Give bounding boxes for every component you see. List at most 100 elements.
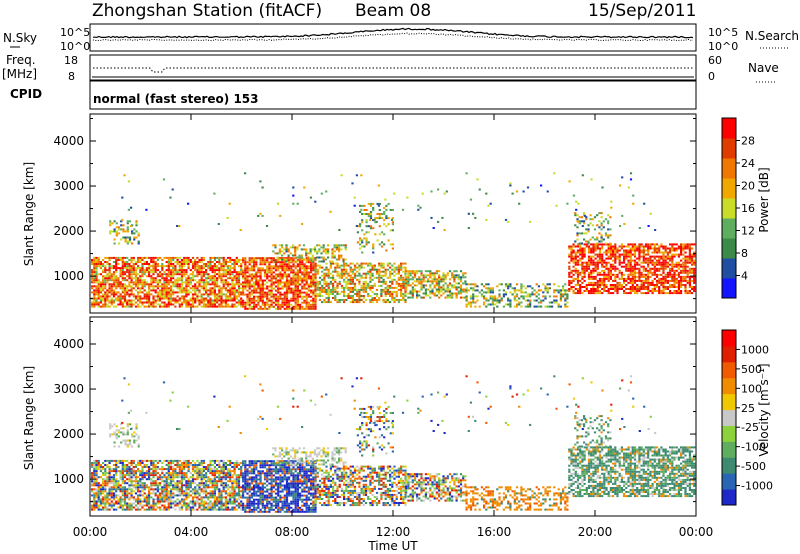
velocity-cell xyxy=(119,470,122,473)
power-cell xyxy=(259,283,262,286)
power-cell xyxy=(340,274,343,277)
power-cell xyxy=(391,223,394,226)
power-cell xyxy=(684,288,687,290)
velocity-cell xyxy=(115,480,118,483)
power-cell xyxy=(178,299,181,302)
power-cell xyxy=(515,305,519,308)
power-cell xyxy=(372,227,375,230)
power-cell xyxy=(680,243,683,246)
power-cell xyxy=(161,283,164,286)
power-cell xyxy=(688,255,691,258)
power-cell xyxy=(612,247,615,250)
velocity-cell xyxy=(121,494,124,497)
power-cell xyxy=(148,301,151,304)
power-cell xyxy=(612,284,615,286)
power-cell xyxy=(274,289,278,292)
power-cell xyxy=(307,273,310,276)
power-cell xyxy=(213,301,216,304)
power-cell xyxy=(448,292,452,295)
power-cell xyxy=(288,289,291,292)
power-cell xyxy=(307,258,310,261)
power-cell xyxy=(691,255,694,258)
power-cell xyxy=(156,281,159,284)
power-cell xyxy=(320,246,323,249)
power-cell xyxy=(675,290,678,292)
power-cell xyxy=(123,279,127,282)
power-cell xyxy=(165,303,168,306)
power-cell xyxy=(130,287,133,290)
power-cell xyxy=(375,272,379,275)
power-cell xyxy=(457,290,460,293)
power-cell xyxy=(185,256,188,259)
power-cell xyxy=(576,243,580,246)
power-cell xyxy=(285,305,289,308)
power-cell xyxy=(647,290,650,292)
power-cell xyxy=(574,261,577,264)
power-cell xyxy=(307,252,310,255)
power-cell xyxy=(658,277,661,280)
power-cell xyxy=(459,290,463,293)
power-cell xyxy=(566,301,569,304)
power-cell xyxy=(154,301,157,304)
power-cell xyxy=(520,287,523,290)
velocity-cell xyxy=(110,482,113,485)
power-cell xyxy=(246,265,249,268)
power-cell xyxy=(268,279,271,282)
power-cell xyxy=(382,270,385,273)
power-cell xyxy=(216,305,219,308)
power-cell xyxy=(349,276,352,279)
power-cell xyxy=(185,283,188,286)
power-cell xyxy=(119,303,122,306)
power-cell xyxy=(276,202,280,205)
power-cell xyxy=(369,262,372,265)
power-cell xyxy=(598,240,601,243)
power-cell xyxy=(631,281,634,284)
power-cell xyxy=(660,255,663,258)
power-cell xyxy=(102,293,105,296)
power-cell xyxy=(294,279,297,282)
velocity-cell xyxy=(112,468,116,471)
power-cell xyxy=(609,286,612,288)
power-cell xyxy=(612,279,615,282)
power-cell xyxy=(244,277,247,280)
power-cell xyxy=(307,293,310,296)
power-cell xyxy=(673,253,676,256)
power-cell xyxy=(581,255,584,258)
power-cell xyxy=(546,287,549,290)
power-cell xyxy=(194,279,197,282)
power-cell xyxy=(653,265,656,268)
power-cell xyxy=(343,295,346,297)
power-cell xyxy=(385,209,388,211)
power-cell xyxy=(686,269,689,272)
power-cell xyxy=(502,289,505,292)
power-cell xyxy=(122,230,125,233)
power-cell xyxy=(353,266,357,269)
power-cell xyxy=(393,270,396,273)
power-cell xyxy=(169,261,173,263)
power-colorbar-swatch xyxy=(722,278,736,299)
power-cell xyxy=(598,277,602,280)
power-cell xyxy=(440,286,443,289)
power-cell xyxy=(115,259,118,261)
power-cell xyxy=(318,250,321,253)
power-cell xyxy=(141,263,144,265)
power-cell xyxy=(576,238,579,241)
power-cell xyxy=(211,279,214,282)
power-cell xyxy=(283,265,286,268)
power-cell xyxy=(592,292,595,295)
power-cell xyxy=(154,285,157,288)
power-cell xyxy=(109,222,112,225)
power-cell xyxy=(233,295,236,298)
power-cell xyxy=(360,288,363,291)
power-cell xyxy=(196,263,199,265)
velocity-cell xyxy=(132,468,135,471)
velocity-cell xyxy=(123,504,127,507)
power-cell xyxy=(226,283,230,286)
velocity-cell xyxy=(102,500,105,503)
velocity-cell xyxy=(106,472,109,475)
power-cell xyxy=(213,269,216,272)
power-cell xyxy=(496,297,499,300)
power-cell xyxy=(207,277,210,280)
power-cell xyxy=(662,286,665,288)
